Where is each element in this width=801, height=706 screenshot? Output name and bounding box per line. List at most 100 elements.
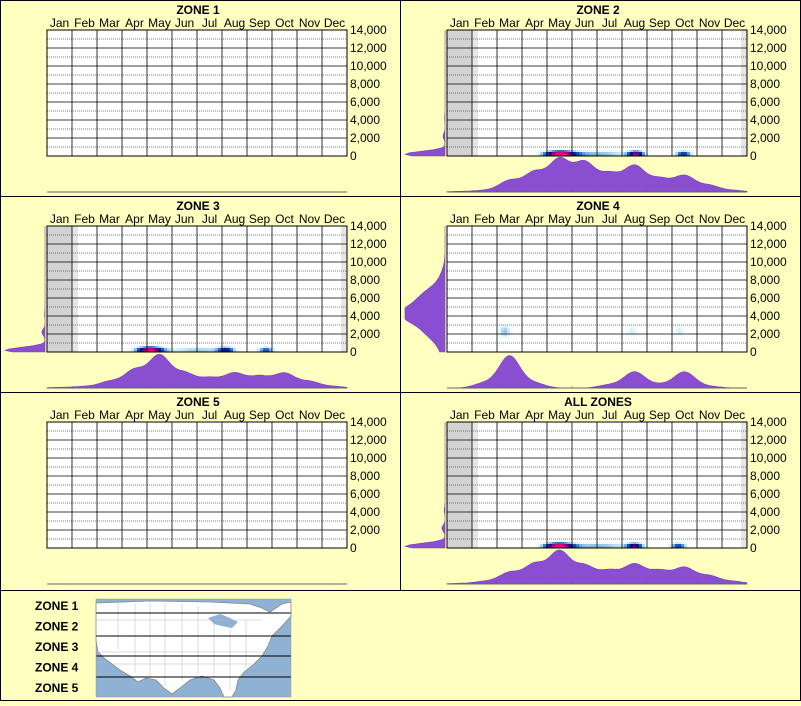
heat-cell bbox=[585, 152, 588, 154]
heat-cell bbox=[579, 546, 582, 548]
y-tick-label: 12,000 bbox=[750, 433, 787, 447]
heat-cell bbox=[146, 346, 149, 348]
legend-zone-label: ZONE 5 bbox=[35, 681, 79, 695]
heat-cell bbox=[630, 328, 633, 330]
heat-cell bbox=[152, 344, 155, 346]
heat-cell bbox=[669, 546, 672, 548]
heat-cell bbox=[555, 148, 558, 150]
heat-cell bbox=[603, 150, 606, 152]
heat-cell bbox=[558, 544, 561, 546]
heat-cell bbox=[212, 346, 215, 348]
month-tick-label: Sep bbox=[649, 16, 671, 30]
heat-cell bbox=[543, 542, 546, 544]
heat-cell bbox=[633, 328, 636, 330]
heat-cell bbox=[155, 346, 158, 348]
heat-cell bbox=[639, 152, 642, 154]
heat-cell bbox=[597, 546, 600, 548]
heat-cell bbox=[594, 544, 597, 546]
month-tick-label: May bbox=[548, 16, 571, 30]
month-density-area bbox=[447, 355, 747, 389]
heat-cell bbox=[200, 348, 203, 350]
heat-cell bbox=[603, 542, 606, 544]
heat-cell bbox=[630, 330, 633, 332]
heat-cell bbox=[552, 540, 555, 542]
heat-cell bbox=[510, 334, 513, 336]
heat-cell bbox=[615, 544, 618, 546]
heat-cell bbox=[561, 152, 564, 154]
heat-cell bbox=[621, 150, 624, 152]
heat-cell bbox=[266, 346, 269, 348]
heat-cell bbox=[615, 542, 618, 544]
heat-cell bbox=[684, 330, 687, 332]
heat-cell bbox=[591, 546, 594, 548]
heat-cell bbox=[239, 350, 242, 352]
heat-cell bbox=[579, 542, 582, 544]
y-tick-label: 6,000 bbox=[350, 487, 380, 501]
heat-cell bbox=[618, 152, 621, 154]
heat-cell bbox=[498, 326, 501, 328]
y-tick-label: 14,000 bbox=[350, 23, 387, 37]
heat-cell bbox=[573, 148, 576, 150]
heat-cell bbox=[203, 350, 206, 352]
heat-cell bbox=[597, 150, 600, 152]
heat-cell bbox=[684, 336, 687, 338]
great-lakes bbox=[208, 614, 238, 628]
heat-cell bbox=[221, 348, 224, 350]
heat-cell bbox=[588, 546, 591, 548]
y-tick-label: 2,000 bbox=[750, 523, 780, 537]
heat-cell bbox=[546, 546, 549, 548]
heat-cell bbox=[606, 546, 609, 548]
month-tick-label: Nov bbox=[699, 16, 720, 30]
heat-cell bbox=[603, 544, 606, 546]
heat-cell bbox=[501, 322, 504, 324]
month-tick-label: Dec bbox=[324, 16, 345, 30]
month-tick-label: Jan bbox=[50, 16, 69, 30]
heat-cell bbox=[606, 154, 609, 156]
zone-legend: ZONE 1 ZONE 2 ZONE 3 ZONE 4 ZONE 5 bbox=[35, 598, 292, 698]
heat-cell bbox=[158, 350, 161, 352]
heat-cell bbox=[501, 326, 504, 328]
heat-cell bbox=[140, 344, 143, 346]
heat-cell bbox=[672, 152, 675, 154]
month-tick-label: Apr bbox=[525, 408, 544, 422]
heat-cell bbox=[161, 346, 164, 348]
heat-cell bbox=[591, 154, 594, 156]
y-tick-label: 10,000 bbox=[350, 59, 387, 73]
heat-cell bbox=[684, 332, 687, 334]
heat-cell bbox=[188, 348, 191, 350]
heat-cell bbox=[185, 346, 188, 348]
heat-cell bbox=[627, 544, 630, 546]
heat-cell bbox=[681, 338, 684, 340]
heat-cell bbox=[633, 336, 636, 338]
heat-cell bbox=[152, 350, 155, 352]
month-tick-label: Aug bbox=[224, 16, 245, 30]
month-tick-label: Mar bbox=[499, 16, 520, 30]
heat-cell bbox=[585, 542, 588, 544]
heat-cell bbox=[200, 350, 203, 352]
heat-cell bbox=[636, 330, 639, 332]
heat-cell bbox=[540, 542, 543, 544]
heat-cell bbox=[224, 346, 227, 348]
heat-cell bbox=[567, 148, 570, 150]
heat-cell bbox=[507, 328, 510, 330]
heat-cell bbox=[684, 542, 687, 544]
heat-cell bbox=[612, 152, 615, 154]
heat-cell bbox=[269, 346, 272, 348]
heat-cell bbox=[537, 154, 540, 156]
heat-cell bbox=[678, 322, 681, 324]
y-tick-label: 2,000 bbox=[750, 327, 780, 341]
heat-cell bbox=[618, 544, 621, 546]
heat-cell bbox=[603, 152, 606, 154]
heat-cell bbox=[570, 542, 573, 544]
heat-cell bbox=[227, 346, 230, 348]
heat-cell bbox=[624, 546, 627, 548]
heat-cell bbox=[624, 154, 627, 156]
heat-cell bbox=[597, 154, 600, 156]
heat-cell bbox=[236, 346, 239, 348]
heat-cell bbox=[260, 350, 263, 352]
heat-cell bbox=[555, 540, 558, 542]
heat-cell bbox=[158, 348, 161, 350]
heat-cell bbox=[152, 346, 155, 348]
heat-cell bbox=[549, 154, 552, 156]
heat-cell bbox=[221, 344, 224, 346]
